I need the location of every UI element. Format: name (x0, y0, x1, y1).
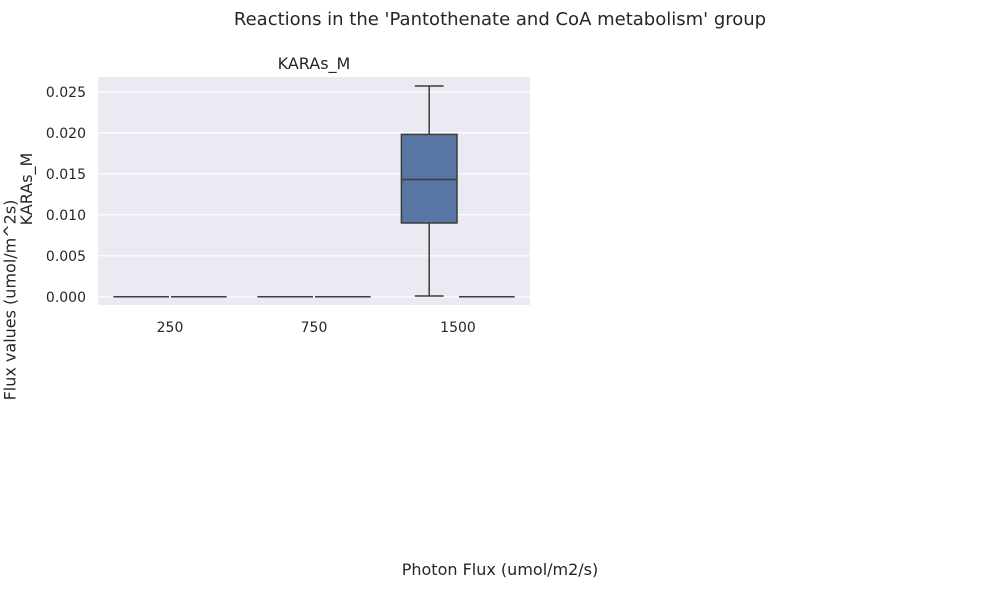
y-axis-label: KARAs_M (17, 153, 37, 226)
y-tick-labels: 0.000 0.005 0.010 0.015 0.020 0.025 (46, 85, 86, 306)
x-tick-label: 250 (157, 320, 184, 336)
x-tick-labels: 250 750 1500 (157, 320, 476, 336)
y-tick-label: 0.015 (46, 167, 86, 183)
y-tick-label: 0.005 (46, 249, 86, 265)
y-tick-label: 0.010 (46, 208, 86, 224)
figure-title: Reactions in the 'Pantothenate and CoA m… (233, 9, 767, 30)
subplot-title: KARAs_M (278, 54, 351, 74)
y-tick-label: 0.000 (46, 290, 86, 306)
y-tick-label: 0.020 (46, 126, 86, 142)
y-tick-label: 0.025 (46, 85, 86, 101)
x-tick-label: 1500 (440, 320, 476, 336)
x-tick-label: 750 (301, 320, 328, 336)
plot-area (98, 77, 530, 305)
box-1500-0 (400, 85, 458, 297)
gridlines (98, 91, 530, 298)
figure-x-axis-label: Photon Flux (umol/m2/s) (401, 560, 599, 579)
box-body (400, 133, 458, 224)
box-series (113, 85, 515, 298)
